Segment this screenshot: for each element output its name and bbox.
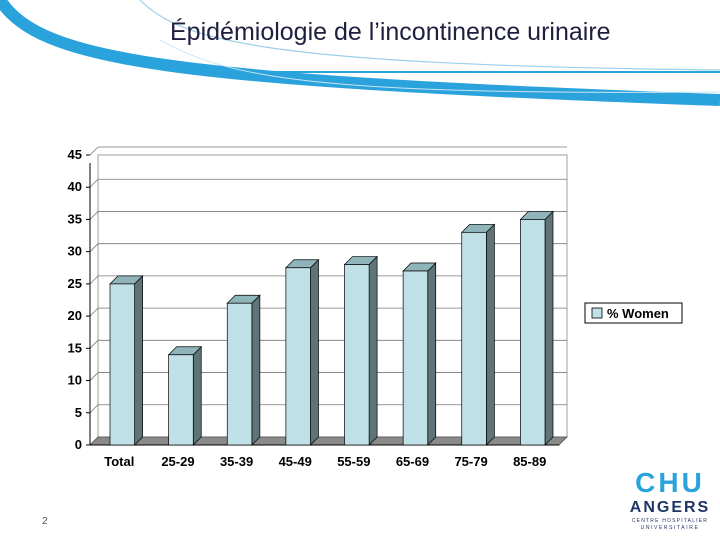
slide-title: Épidémiologie de l’incontinence urinaire <box>170 18 611 46</box>
y-tick-label: 0 <box>75 437 82 452</box>
bar <box>402 262 437 446</box>
x-tick-label: Total <box>104 454 134 469</box>
logo-line3: CENTRE HOSPITALIER <box>632 518 708 524</box>
header-decoration <box>0 0 720 106</box>
bar <box>519 210 554 446</box>
x-tick-label: 55-59 <box>337 454 370 469</box>
legend-label: % Women <box>607 306 669 321</box>
bar-front <box>226 302 253 446</box>
grid-line-depth <box>89 404 99 414</box>
chart-floor <box>89 436 568 446</box>
grid-line-depth <box>89 178 99 188</box>
chu-angers-logo: CHU ANGERS CENTRE HOSPITALIER UNIVERSITA… <box>630 467 710 531</box>
logo-line4: UNIVERSITAIRE <box>641 525 700 531</box>
bar <box>109 275 144 446</box>
bar <box>460 223 496 446</box>
x-tick-label: 45-49 <box>279 454 312 469</box>
x-tick-label: 85-89 <box>513 454 546 469</box>
bar-front <box>168 354 194 446</box>
y-tick-labels: 0 5 10 15 20 25 30 35 40 45 <box>68 147 82 452</box>
bar-front <box>461 231 487 446</box>
bar-side <box>544 210 554 446</box>
page-number: 2 <box>42 516 48 527</box>
grid-line-depth <box>89 146 99 156</box>
axes <box>86 154 568 446</box>
y-tick-label: 10 <box>68 373 82 388</box>
y-tick-label: 30 <box>68 244 82 259</box>
logo-chu: CHU <box>635 467 705 498</box>
bar <box>167 345 203 446</box>
bar-side <box>192 345 202 446</box>
bar <box>226 294 261 446</box>
bar <box>343 255 378 446</box>
x-tick-labels: Total 25-29 35-39 45-49 55-59 65-69 75-79 85-89 <box>104 454 546 469</box>
grid-line-depth <box>89 211 99 220</box>
x-tick-label: 35-39 <box>220 454 253 469</box>
y-tick-label: 25 <box>68 276 82 291</box>
bar-side <box>368 255 378 446</box>
bar-side <box>427 262 437 446</box>
y-tick-label: 15 <box>68 340 82 355</box>
x-tick-label: 65-69 <box>396 454 429 469</box>
grid-line-depth <box>89 340 99 349</box>
bar-front <box>109 283 135 446</box>
bar-front <box>402 270 429 446</box>
y-tick-label: 40 <box>68 179 82 194</box>
x-tick-label: 75-79 <box>454 454 487 469</box>
legend: % Women <box>584 302 683 324</box>
bar-front <box>520 219 546 446</box>
bar-front <box>285 267 311 446</box>
y-tick-label: 5 <box>75 405 82 420</box>
grid-line-depth <box>89 307 99 317</box>
y-tick-label: 45 <box>68 147 82 162</box>
grid-lines <box>89 146 568 446</box>
bar-side <box>310 258 319 446</box>
grid-line-depth <box>89 372 99 381</box>
grid-line-depth <box>89 243 99 252</box>
bar-front <box>344 264 370 446</box>
logo-angers: ANGERS <box>630 499 710 516</box>
y-tick-label: 35 <box>68 211 82 226</box>
bar-side <box>486 223 495 446</box>
y-tick-label: 20 <box>68 308 82 323</box>
bar-side <box>251 294 261 446</box>
x-tick-label: 25-29 <box>161 454 194 469</box>
bar <box>285 258 320 446</box>
bars <box>109 210 554 446</box>
bar-chart: 0 5 10 15 20 25 30 35 40 45 Total 25-29 35-39 45-49 5… <box>68 146 683 469</box>
legend-swatch <box>591 307 603 319</box>
bar-side <box>134 275 143 446</box>
grid-line-depth <box>89 275 99 285</box>
